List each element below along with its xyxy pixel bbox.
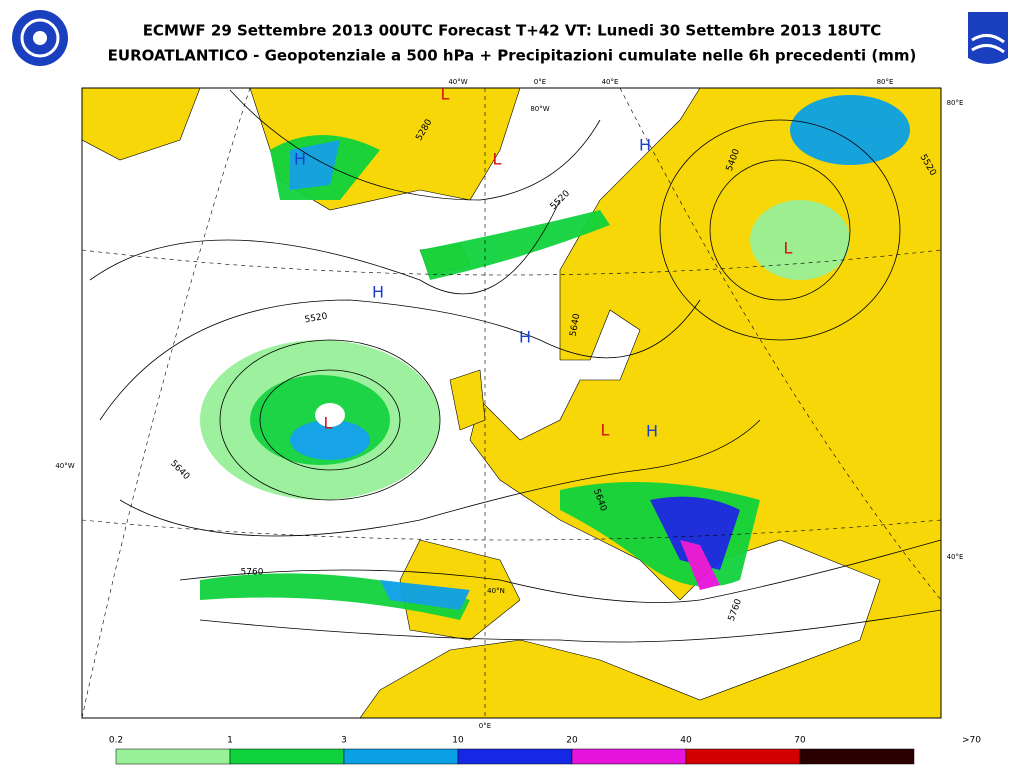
graticule-label: 40°E: [947, 553, 964, 561]
pressure-center: H: [294, 150, 306, 169]
graticule-label: 80°E: [947, 99, 964, 107]
legend-swatch: [343, 748, 459, 765]
title: ECMWF 29 Settembre 2013 00UTC Forecast T…: [143, 22, 882, 40]
legend-swatch: [457, 748, 573, 765]
legend-swatch: [229, 748, 345, 765]
graticule-label: 40°E: [602, 78, 619, 86]
graticule-label: 0°E: [534, 78, 546, 86]
contour-label: 5640: [569, 313, 583, 338]
legend-label: 40: [680, 736, 692, 746]
graticule-label: 40°W: [55, 462, 74, 470]
legend-label: 70: [794, 736, 806, 746]
pressure-center: H: [519, 328, 531, 347]
subtitle: EUROATLANTICO - Geopotenziale a 500 hPa …: [108, 47, 917, 65]
logo-left: [12, 10, 68, 66]
pressure-center: H: [639, 136, 651, 155]
pressure-center: L: [784, 239, 793, 258]
pressure-center: H: [646, 422, 658, 441]
graticule-label: 40°W: [448, 78, 467, 86]
graticule-label: 80°W: [530, 105, 549, 113]
legend-swatch: [571, 748, 687, 765]
legend-label: 3: [341, 736, 347, 746]
legend-swatch: [115, 748, 231, 765]
legend-label: 1: [227, 736, 233, 746]
graticule-label: 80°E: [877, 78, 894, 86]
graticule-label: 0°E: [479, 722, 491, 730]
graticule-label: 40°N: [487, 587, 505, 595]
pressure-center: L: [493, 150, 502, 169]
legend-label: 20: [566, 736, 578, 746]
map: [82, 88, 941, 718]
contour-label: 5520: [304, 312, 329, 326]
map-frame: [81, 87, 942, 719]
pressure-center: L: [601, 421, 610, 440]
pressure-center: L: [441, 85, 450, 104]
graticule: [82, 88, 941, 718]
contour-label: 5760: [241, 568, 264, 578]
contours: [89, 89, 941, 643]
legend-swatch: [685, 748, 801, 765]
logo-right: [968, 12, 1008, 64]
legend-label: 10: [452, 736, 464, 746]
pressure-center: H: [372, 283, 384, 302]
legend-label: >70: [962, 736, 981, 746]
pressure-center: L: [324, 414, 333, 433]
legend-swatch: [799, 748, 915, 765]
legend-label: 0.2: [109, 736, 123, 746]
